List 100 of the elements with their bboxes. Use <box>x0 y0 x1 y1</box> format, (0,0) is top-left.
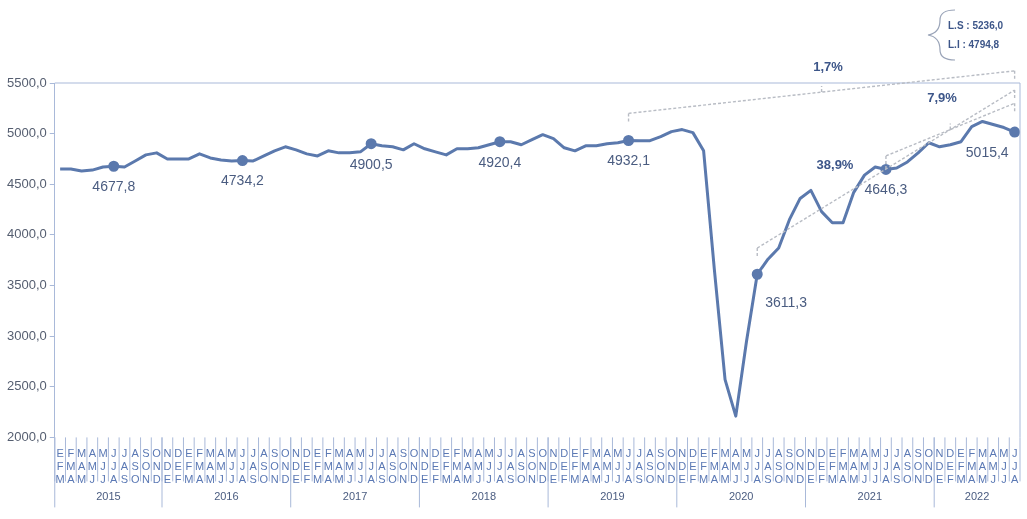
x-tick-label: MJJ <box>484 447 494 486</box>
text: 2021 <box>857 489 883 502</box>
data-label: 5015,4 <box>965 143 1009 160</box>
x-tick-label: OND <box>795 447 805 486</box>
data-label: 4932,1 <box>607 152 651 169</box>
x-tick-label: AMJ <box>988 447 998 486</box>
x-tick-label: SON <box>913 447 923 486</box>
y-tick-label: 2000,0 <box>7 428 47 444</box>
x-tick-label: JAS <box>506 447 515 486</box>
x-tick-label: SON <box>785 447 795 486</box>
x-tick-label: OND <box>538 447 548 486</box>
x-tick-label: SON <box>270 447 280 486</box>
x-tick-label: FMA <box>323 447 333 486</box>
x-tick-label: OND <box>281 447 291 486</box>
x-tick-label: EFM <box>441 447 451 486</box>
text: 2017 <box>342 489 368 502</box>
y-tick-label: 3500,0 <box>7 277 47 293</box>
x-tick-label: AMJ <box>859 447 870 486</box>
y-tick-label: 4000,0 <box>7 226 47 242</box>
x-tick-label: JJA <box>238 447 247 486</box>
x-tick-label: NDE <box>292 447 301 486</box>
data-label: 4734,2 <box>221 172 265 189</box>
y-tick-label: 3000,0 <box>7 327 47 343</box>
x-tick-label: MJJ <box>355 447 366 486</box>
text: 2016 <box>214 489 239 502</box>
x-tick-label: DEF <box>560 447 569 486</box>
x-tick-label: JJA <box>1010 447 1019 486</box>
x-tick-label: EFM <box>312 447 323 486</box>
text: L.S : 5236,0 <box>948 19 1004 31</box>
x-tick-label: AMJ <box>345 447 355 486</box>
x-tick-label: EFM <box>184 447 194 486</box>
x-tick-label: MJJ <box>999 447 1009 486</box>
x-tick-label: AMJ <box>216 447 226 486</box>
x-tick-label: JJA <box>110 447 119 486</box>
x-tick-label: JAS <box>635 447 644 486</box>
x-tick-label: AMJ <box>731 447 741 486</box>
x-tick-label: EFM <box>699 447 709 486</box>
x-tick-label: FMA <box>709 447 719 486</box>
annotation: 7,9% <box>927 89 958 105</box>
x-tick-label: OND <box>667 447 677 486</box>
x-tick-label: EFM <box>956 447 966 486</box>
y-tick-label: 5000,0 <box>7 125 47 141</box>
x-tick-label: JAS <box>249 447 258 486</box>
y-tick-label: 2500,0 <box>7 378 47 394</box>
x-tick-label: ASO <box>259 447 269 486</box>
x-tick-label: DEF <box>302 447 311 486</box>
x-tick-label: EFM <box>55 447 65 486</box>
x-tick-label: FMA <box>967 447 977 486</box>
x-tick-label: JAS <box>892 447 901 486</box>
x-tick-label: OND <box>409 447 419 486</box>
text: 1,7% <box>813 58 844 74</box>
x-tick-label: AMJ <box>602 447 612 486</box>
x-tick-label: MAM <box>720 447 730 486</box>
x-tick-label: FMA <box>66 447 76 486</box>
x-tick-label: SON <box>527 447 537 486</box>
x-tick-label: JAS <box>120 447 129 486</box>
data-label: 4646,3 <box>864 181 908 198</box>
x-tick-label: DEF <box>431 447 440 486</box>
y-tick-label: 5500,0 <box>7 74 47 90</box>
x-tick-label: ASO <box>517 447 527 486</box>
x-tick-label: FMA <box>581 447 591 486</box>
text: L.I : 4794,8 <box>948 38 1000 50</box>
data-label: 3611,3 <box>765 294 808 311</box>
x-tick-label: NDE <box>678 447 687 486</box>
data-label: 4920,4 <box>478 153 522 170</box>
x-tick-label: SON <box>141 447 151 486</box>
text: 2022 <box>964 489 990 502</box>
text: 2019 <box>600 489 625 502</box>
x-tick-label: MJJ <box>227 447 237 486</box>
x-tick-label: MAM <box>849 447 859 486</box>
data-label: 4900,5 <box>349 155 393 172</box>
x-tick-label: JJA <box>882 447 891 486</box>
x-tick-label: JJA <box>753 447 762 486</box>
x-tick-label: FMA <box>194 447 205 486</box>
x-tick-label: SON <box>656 447 666 486</box>
x-tick-label: JJA <box>367 447 376 486</box>
x-tick-label: ASO <box>645 447 655 486</box>
x-tick-label: FMA <box>452 447 462 486</box>
x-tick-label: JJA <box>624 447 633 486</box>
x-tick-label: FMA <box>838 447 848 486</box>
x-tick-label: NDE <box>163 447 172 486</box>
text: 2015 <box>96 489 121 502</box>
x-tick-label: NDE <box>935 447 944 486</box>
x-tick-label: NDE <box>806 447 815 486</box>
text: 2018 <box>471 489 496 502</box>
x-tick-label: DEF <box>817 447 826 486</box>
annotation: 38,9% <box>816 156 854 172</box>
y-tick-label: 4500,0 <box>7 175 47 191</box>
x-tick-label: EFM <box>570 447 580 486</box>
x-tick-label: JAS <box>378 447 387 486</box>
x-tick-label: ASO <box>388 447 398 486</box>
x-tick-label: JJA <box>496 447 505 486</box>
x-tick-label: AMJ <box>87 447 97 486</box>
x-tick-label: AMJ <box>473 447 483 486</box>
x-tick-label: MJJ <box>741 447 752 486</box>
x-tick-label: MJJ <box>98 447 108 486</box>
x-tick-label: MAM <box>205 447 215 486</box>
x-tick-label: MAM <box>463 447 473 486</box>
x-tick-label: MAM <box>977 447 988 486</box>
x-tick-label: SON <box>399 447 409 486</box>
